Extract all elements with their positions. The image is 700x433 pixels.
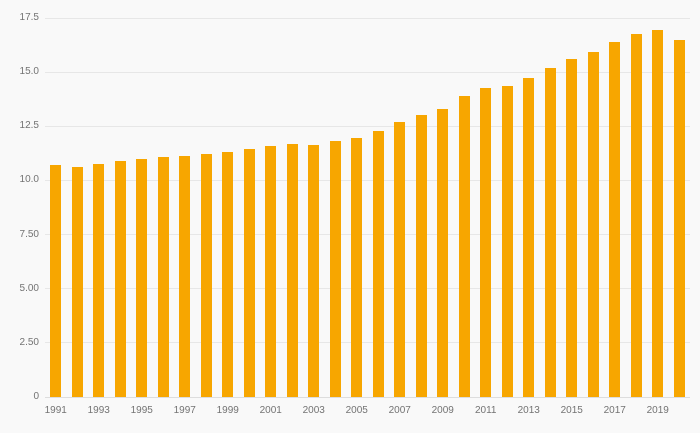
bar-1997 <box>179 155 191 397</box>
bar-2000 <box>243 149 255 397</box>
bar-2016 <box>587 51 599 397</box>
bar-2008 <box>415 115 427 397</box>
x-tick-label: 2001 <box>259 405 282 416</box>
bar-2017 <box>609 41 621 397</box>
x-tick-label: 2003 <box>302 405 325 416</box>
bar-1992 <box>71 167 83 397</box>
bar-1998 <box>200 154 212 397</box>
x-axis-baseline <box>45 396 690 398</box>
gridline <box>45 342 690 344</box>
bar-2003 <box>308 144 320 397</box>
bar-1999 <box>222 152 234 397</box>
y-tick-label: 17.5 <box>19 12 39 23</box>
bar-1991 <box>50 165 62 397</box>
y-tick-label: 7.50 <box>19 228 39 240</box>
bar-1996 <box>157 156 169 397</box>
bar-2013 <box>523 77 535 397</box>
bar-2014 <box>544 67 556 397</box>
gridline <box>45 71 690 73</box>
bar-1995 <box>136 158 148 397</box>
bar-2009 <box>437 108 449 397</box>
x-tick-label: 2011 <box>474 405 497 416</box>
bar-2018 <box>630 34 642 397</box>
x-tick-label: 2013 <box>517 405 540 416</box>
x-tick-label: 1997 <box>173 405 196 416</box>
bar-1993 <box>93 164 105 397</box>
y-tick-label: 15.0 <box>19 66 39 78</box>
y-tick-label: 0 <box>33 391 39 402</box>
x-tick-label: 1991 <box>44 405 67 416</box>
gridline <box>45 179 690 181</box>
bar-2011 <box>480 88 492 397</box>
x-tick-label: 1999 <box>216 405 239 416</box>
x-tick-label: 1993 <box>87 405 110 416</box>
bar-2006 <box>372 130 384 397</box>
x-tick-label: 2017 <box>603 405 626 416</box>
bar-2012 <box>501 86 513 397</box>
gridline <box>45 288 690 290</box>
y-tick-label: 10.0 <box>19 174 39 186</box>
x-tick-label: 2015 <box>560 405 583 416</box>
y-tick-label: 5.00 <box>19 282 39 294</box>
x-tick-label: 1995 <box>130 405 153 416</box>
bar-2019 <box>652 29 664 397</box>
gridline <box>45 17 690 19</box>
bar-2005 <box>351 138 363 397</box>
bar-2002 <box>286 143 298 397</box>
gridline <box>45 125 690 127</box>
x-tick-label: 2009 <box>431 405 454 416</box>
x-tick-label: 2007 <box>388 405 411 416</box>
y-tick-label: 2.50 <box>19 336 39 348</box>
bar-2010 <box>458 95 470 397</box>
gridline <box>45 234 690 236</box>
y-tick-label: 12.5 <box>19 120 39 132</box>
bar-2004 <box>329 141 341 397</box>
bar-2001 <box>265 145 277 397</box>
bar-2020 <box>673 39 685 397</box>
x-tick-label: 2005 <box>345 405 368 416</box>
bar-2007 <box>394 121 406 397</box>
bar-1994 <box>114 160 126 397</box>
bar-2015 <box>566 59 578 397</box>
x-tick-label: 2019 <box>646 405 669 416</box>
